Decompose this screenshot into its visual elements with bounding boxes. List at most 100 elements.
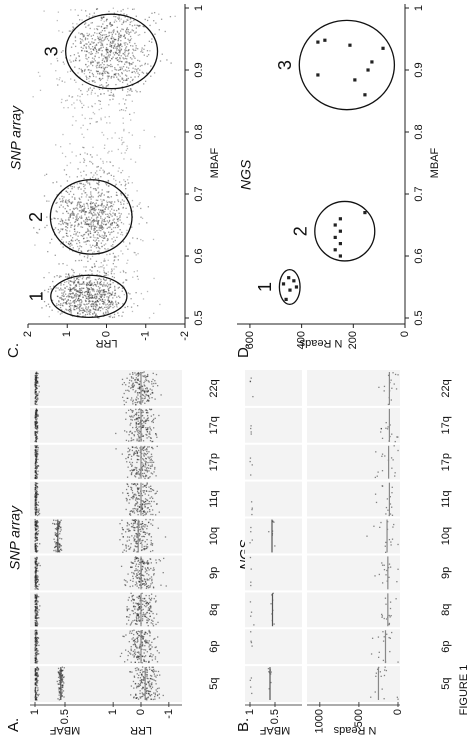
- data-dot: [113, 204, 114, 205]
- data-dot: [153, 427, 154, 428]
- data-dot: [108, 104, 109, 105]
- data-dot: [68, 188, 69, 189]
- data-dot: [107, 228, 108, 229]
- data-dot: [143, 511, 144, 512]
- track-background: [245, 370, 302, 702]
- data-dot: [107, 310, 108, 311]
- data-dot: [108, 196, 109, 197]
- data-dot: [120, 229, 121, 230]
- data-dot: [143, 417, 144, 418]
- data-dot: [124, 404, 125, 405]
- data-dot: [147, 633, 148, 634]
- axis-title: LRR: [130, 724, 152, 736]
- data-dot: [95, 172, 96, 173]
- data-dot: [145, 501, 146, 502]
- data-dot: [142, 401, 143, 402]
- data-dot: [158, 14, 159, 15]
- data-dot: [76, 301, 77, 302]
- data-dot: [100, 158, 101, 159]
- data-dot: [37, 614, 38, 615]
- data-dot: [36, 537, 37, 538]
- data-dot: [57, 296, 58, 297]
- data-dot: [134, 415, 135, 416]
- data-dot: [380, 431, 381, 432]
- data-dot: [94, 210, 95, 211]
- data-dot: [97, 36, 98, 37]
- data-dot: [125, 246, 126, 247]
- data-dot: [37, 543, 38, 544]
- data-dot: [34, 683, 35, 684]
- data-dot: [35, 540, 36, 541]
- data-dot: [127, 581, 128, 582]
- data-dot: [77, 294, 78, 295]
- data-dot: [132, 277, 133, 278]
- data-dot: [75, 82, 76, 83]
- data-dot: [100, 217, 101, 218]
- data-dot: [98, 178, 99, 179]
- data-dot: [87, 129, 88, 130]
- data-dot: [268, 671, 269, 672]
- data-dot: [149, 569, 150, 570]
- data-dot: [137, 430, 138, 431]
- data-dot: [96, 247, 97, 248]
- data-dot: [110, 223, 111, 224]
- data-dot: [98, 223, 99, 224]
- data-dot: [134, 573, 135, 574]
- x-tick-label: 0.6: [193, 248, 205, 263]
- data-dot: [38, 563, 39, 564]
- data-dot: [136, 613, 137, 614]
- data-dot: [144, 490, 145, 491]
- data-dot: [375, 676, 376, 677]
- data-dot: [397, 374, 398, 375]
- data-dot: [142, 468, 143, 469]
- data-dot: [35, 492, 36, 493]
- data-dot: [145, 388, 146, 389]
- data-dot: [74, 226, 75, 227]
- data-dot: [59, 207, 60, 208]
- data-dot: [122, 199, 123, 200]
- data-dot: [86, 174, 87, 175]
- data-dot: [141, 544, 142, 545]
- data-dot: [90, 191, 91, 192]
- data-dot: [142, 464, 143, 465]
- data-dot: [63, 206, 64, 207]
- data-dot: [373, 526, 374, 527]
- data-dot: [60, 527, 61, 528]
- data-dot: [133, 644, 134, 645]
- data-dot: [99, 212, 100, 213]
- data-dot: [127, 536, 128, 537]
- data-dot: [87, 257, 88, 258]
- data-dot: [46, 200, 47, 201]
- data-dot: [103, 211, 104, 212]
- data-dot: [115, 132, 116, 133]
- data-dot: [142, 583, 143, 584]
- data-dot: [123, 129, 124, 130]
- data-dot: [61, 205, 62, 206]
- data-dot: [81, 69, 82, 70]
- data-dot: [151, 579, 152, 580]
- data-dot: [93, 240, 94, 241]
- data-dot: [56, 58, 57, 59]
- data-dot: [100, 210, 101, 211]
- data-dot: [61, 292, 62, 293]
- data-dot: [38, 589, 39, 590]
- data-dot: [35, 500, 36, 501]
- data-dot: [147, 446, 148, 447]
- data-dot: [121, 137, 122, 138]
- data-dot: [85, 241, 86, 242]
- data-dot: [91, 289, 92, 290]
- data-dot: [38, 505, 39, 506]
- y-tick-label: 1: [61, 331, 73, 337]
- data-dot: [130, 409, 131, 410]
- data-dot: [78, 88, 79, 89]
- data-dot: [62, 32, 63, 33]
- data-dot: [390, 513, 391, 514]
- data-dot: [99, 227, 100, 228]
- data-dot: [91, 223, 92, 224]
- data-dot: [86, 304, 87, 305]
- data-dot: [135, 498, 136, 499]
- data-dot: [115, 213, 116, 214]
- data-dot: [148, 522, 149, 523]
- data-dot: [79, 296, 80, 297]
- data-dot: [98, 317, 99, 318]
